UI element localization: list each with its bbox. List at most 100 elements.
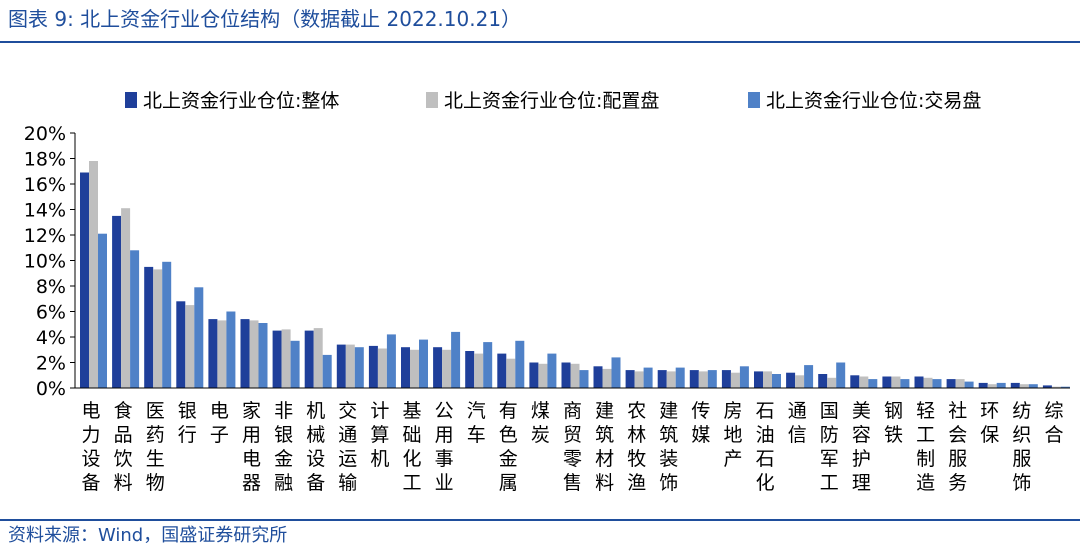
bar-2 (185, 305, 195, 388)
bar-3 (675, 367, 685, 388)
bar-2 (923, 377, 933, 388)
legend-swatch (125, 92, 137, 108)
x-tick-label: 通 (788, 400, 807, 422)
bar-3 (258, 323, 268, 388)
x-tick-label: 化 (402, 448, 421, 470)
x-tick-label: 防 (820, 424, 839, 446)
bar-3 (996, 382, 1006, 388)
x-tick-label: 容 (852, 424, 871, 446)
x-tick-label: 电 (81, 400, 100, 422)
x-tick-label: 理 (852, 472, 871, 494)
x-tick-label: 电 (210, 400, 229, 422)
bar-1 (721, 370, 731, 388)
bar-2 (1051, 386, 1061, 388)
x-tick-label: 汽 (467, 400, 486, 422)
bar-1 (208, 319, 218, 388)
x-tick-label: 售 (563, 472, 582, 494)
bar-2 (763, 371, 772, 388)
x-tick-label: 装 (659, 448, 678, 470)
source-note: 资料来源：Wind，国盛证券研究所 (8, 525, 288, 546)
bar-2 (442, 349, 452, 389)
y-tick-label: 16% (24, 174, 66, 196)
x-tick-label: 通 (338, 424, 357, 446)
x-tick-label: 业 (435, 472, 454, 494)
bar-3 (836, 362, 846, 388)
bar-1 (304, 330, 314, 388)
bar-1 (978, 382, 988, 388)
y-axis: 0% 2% 4% 6% 8% 10% 12% 14% 16% 18% 20% (24, 123, 76, 400)
figure-title: 图表 9: 北上资金行业仓位结构（数据截止 2022.10.21） (8, 7, 522, 31)
bar-1 (593, 366, 603, 388)
bar-1 (144, 266, 154, 388)
x-tick-label: 农 (627, 400, 646, 422)
x-tick-label: 钢 (884, 400, 903, 422)
x-tick-label: 石 (756, 400, 775, 422)
bar-1 (368, 345, 378, 388)
y-tick-label: 14% (24, 200, 66, 222)
x-tick-label: 筑 (595, 424, 614, 446)
x-tick-label: 电 (242, 448, 261, 470)
bar-3 (130, 250, 140, 388)
bar-3 (611, 357, 621, 388)
x-tick-label: 事 (435, 448, 454, 470)
x-tick-label: 械 (306, 424, 325, 446)
bar-3 (643, 367, 653, 388)
x-tick-label: 地 (723, 424, 742, 446)
bar-1 (401, 347, 410, 388)
title-divider (0, 41, 1080, 43)
bar-2 (570, 363, 580, 388)
x-tick-label: 行 (178, 424, 197, 446)
bar-3 (868, 379, 878, 388)
x-tick-label: 商 (563, 400, 582, 422)
x-tick-label: 产 (723, 448, 742, 470)
legend-label: 北上资金行业仓位:配置盘 (444, 90, 659, 112)
y-tick-label: 2% (36, 353, 66, 375)
x-tick-label: 色 (499, 424, 518, 446)
bar-3 (386, 334, 396, 388)
x-tick-label: 油 (756, 424, 775, 446)
bar-2 (313, 328, 323, 388)
x-tick-label: 公 (435, 400, 454, 422)
bar-1 (1042, 385, 1052, 388)
bar-1 (657, 370, 667, 388)
x-tick-label: 铁 (884, 424, 903, 446)
x-tick-label: 备 (306, 472, 325, 494)
x-tick-label: 服 (1012, 448, 1031, 470)
x-tick-label: 饮 (114, 448, 133, 470)
bar-1 (433, 347, 443, 388)
x-tick-label: 工 (916, 424, 935, 446)
x-tick-label: 造 (916, 472, 935, 494)
x-tick-label: 器 (242, 472, 261, 494)
bar-1 (818, 374, 828, 388)
bar-1 (914, 376, 924, 388)
x-tick-label: 品 (114, 424, 133, 446)
x-tick-label: 纺 (1012, 400, 1031, 422)
bar-3 (964, 381, 974, 388)
bar-1 (850, 375, 860, 389)
x-tick-label: 基 (402, 400, 421, 422)
x-tick-label: 零 (563, 448, 582, 470)
x-tick-label: 会 (948, 424, 967, 446)
bar-2 (602, 368, 612, 388)
bar-3 (1028, 384, 1038, 388)
bar-2 (153, 269, 163, 388)
bar-1 (80, 172, 89, 388)
x-tick-label: 工 (402, 472, 421, 494)
bar-3 (419, 339, 428, 388)
bar-2 (698, 371, 708, 388)
x-tick-label: 织 (1012, 424, 1031, 446)
bar-2 (634, 371, 644, 388)
bar-3 (1060, 386, 1070, 388)
x-tick-label: 信 (788, 424, 807, 446)
bar-2 (249, 320, 259, 388)
bar-1 (625, 370, 635, 388)
bar-1 (786, 372, 796, 388)
x-tick-label: 力 (81, 424, 100, 446)
bar-2 (891, 376, 901, 388)
x-tick-label: 金 (499, 448, 518, 470)
x-tick-label: 社 (948, 400, 967, 422)
x-tick-label: 护 (852, 448, 871, 470)
bar-2 (281, 329, 291, 388)
x-tick-label: 煤 (531, 400, 550, 422)
bar-2 (955, 379, 965, 388)
